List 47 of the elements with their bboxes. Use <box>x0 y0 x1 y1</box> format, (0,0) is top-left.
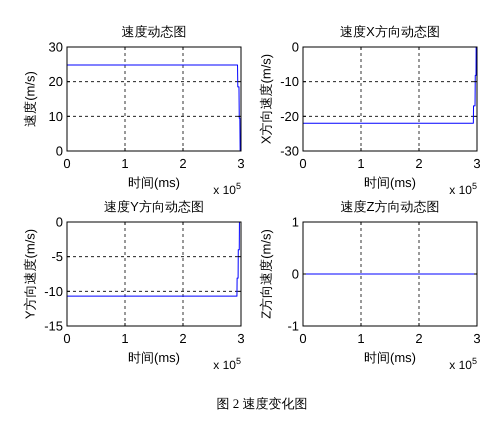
y-tick-label: 0 <box>292 40 299 54</box>
chart-title: 速度Y方向动态图 <box>104 199 204 214</box>
text: x 10$^{5}$ <box>449 356 477 372</box>
y-tick-label: 0 <box>292 266 299 282</box>
x-tick-label: 1 <box>121 156 129 171</box>
x-tick-label: 3 <box>237 331 245 346</box>
y-tick-label: 1 <box>292 214 299 230</box>
x-axis-title: 时间(ms) <box>128 175 180 190</box>
x-axis-title: 时间(ms) <box>128 350 180 365</box>
y-axis-title: Z方向速度(m/s) <box>258 229 274 319</box>
y-tick-label: 0 <box>56 144 63 158</box>
y-axis-title: X方向速度(m/s) <box>258 54 274 144</box>
text: x 10$^{5}$ <box>213 181 241 197</box>
y-tick-label: -1 <box>287 318 299 334</box>
caption: 图 2 速度变化图 <box>216 396 308 411</box>
line-series <box>66 64 241 152</box>
line-series <box>302 46 477 124</box>
x-axis-title: 时间(ms) <box>364 350 416 365</box>
y-tick-label: -15 <box>44 318 63 334</box>
text: x 10$^{5}$ <box>213 356 241 372</box>
chart-title: 速度动态图 <box>122 24 186 39</box>
y-tick-label: 30 <box>48 40 63 54</box>
x-tick-label: 3 <box>473 156 481 171</box>
x-tick-label: 2 <box>415 331 423 346</box>
x-tick-label: 1 <box>357 331 365 346</box>
chart-title: 速度X方向动态图 <box>340 24 440 39</box>
y-tick-label: -30 <box>280 144 299 158</box>
x-tick-label: 2 <box>415 156 423 171</box>
x-tick-label: 1 <box>121 331 129 346</box>
line-series <box>66 222 240 297</box>
x-tick-label: 2 <box>179 156 187 171</box>
y-tick-label: 0 <box>56 214 63 230</box>
y-tick-label: -10 <box>44 284 63 299</box>
y-tick-label: -20 <box>280 108 299 124</box>
y-axis-title: 速度(m/s) <box>22 71 38 127</box>
y-tick-label: -10 <box>280 74 299 90</box>
y-tick-label: 20 <box>48 74 63 90</box>
y-tick-label: 10 <box>48 108 63 124</box>
x-tick-label: 1 <box>357 156 365 171</box>
x-tick-label: 3 <box>473 331 481 346</box>
text: x 10$^{5}$ <box>449 181 477 197</box>
chart-title: 速度Z方向动态图 <box>340 199 440 214</box>
x-axis-title: 时间(ms) <box>364 175 416 190</box>
y-tick-label: -5 <box>51 249 63 264</box>
y-axis-title: Y方向速度(m/s) <box>22 228 38 320</box>
x-tick-label: 3 <box>237 156 245 171</box>
x-tick-label: 2 <box>179 331 187 346</box>
